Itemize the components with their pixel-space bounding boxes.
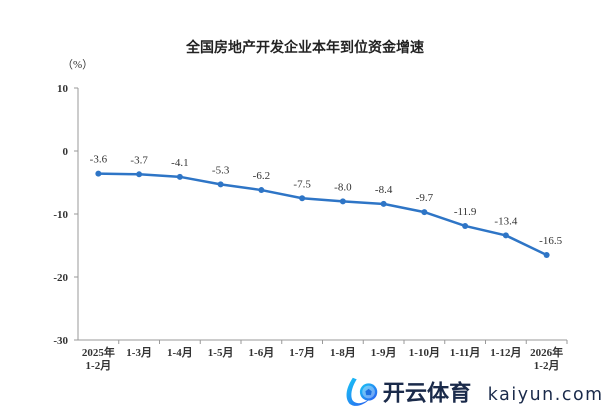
data-point (258, 187, 265, 194)
y-axis-unit: （%） (62, 58, 93, 71)
data-label: -8.0 (334, 181, 352, 193)
data-point (543, 251, 550, 258)
data-label: -9.7 (416, 192, 434, 204)
data-label: -8.4 (375, 184, 393, 196)
data-point (95, 170, 102, 177)
x-tick-label: 2025年 (82, 345, 115, 359)
x-tick-label: 1-11月 (450, 346, 481, 359)
x-tick-label: 1-2月 (534, 359, 560, 372)
x-tick-label: 1-2月 (86, 359, 112, 372)
x-tick-label: 1-9月 (371, 346, 397, 359)
x-tick-label: 1-8月 (330, 346, 356, 359)
data-label: -13.4 (494, 215, 517, 227)
data-label: -5.3 (212, 164, 230, 176)
data-point (136, 171, 143, 178)
data-label: -4.1 (171, 157, 188, 169)
x-tick-label: 1-5月 (208, 346, 234, 359)
data-point (502, 232, 509, 239)
x-tick-label: 1-7月 (289, 346, 315, 359)
x-tick-label: 2026年 (530, 345, 563, 359)
x-tick-label: 1-6月 (249, 346, 275, 359)
data-label: -6.2 (253, 170, 270, 182)
y-tick-label: 0 (63, 146, 69, 158)
x-tick-label: 1-10月 (409, 346, 440, 359)
series-line (98, 172, 548, 257)
data-point (421, 209, 428, 216)
y-tick-label: 10 (57, 83, 69, 95)
data-label: -3.7 (130, 154, 148, 166)
chart-title: 全国房地产开发企业本年到位资金增速 (185, 39, 424, 56)
data-point (339, 198, 346, 205)
data-point (217, 181, 224, 188)
data-label: -7.5 (293, 178, 311, 190)
x-tick-label: 1-4月 (167, 346, 193, 359)
y-tick-label: -20 (53, 272, 68, 284)
data-point (176, 173, 183, 180)
data-label: -16.5 (539, 235, 562, 247)
data-label: -3.6 (90, 154, 108, 166)
data-point (462, 222, 469, 229)
data-point (299, 195, 306, 202)
data-point (380, 200, 387, 207)
x-tick-label: 1-3月 (126, 346, 152, 359)
x-tick-label: 1-12月 (490, 346, 521, 359)
watermark-brand: 开云体育 (383, 381, 471, 407)
kaiyun-watermark-logo: 开云体育 kaiyun.com (346, 377, 604, 407)
y-tick-label: -10 (53, 209, 68, 221)
watermark-site: kaiyun.com (488, 385, 604, 405)
y-tick-label: -30 (53, 335, 68, 347)
data-label: -11.9 (454, 206, 477, 218)
